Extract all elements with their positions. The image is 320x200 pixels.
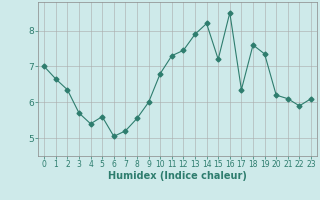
X-axis label: Humidex (Indice chaleur): Humidex (Indice chaleur) (108, 171, 247, 181)
